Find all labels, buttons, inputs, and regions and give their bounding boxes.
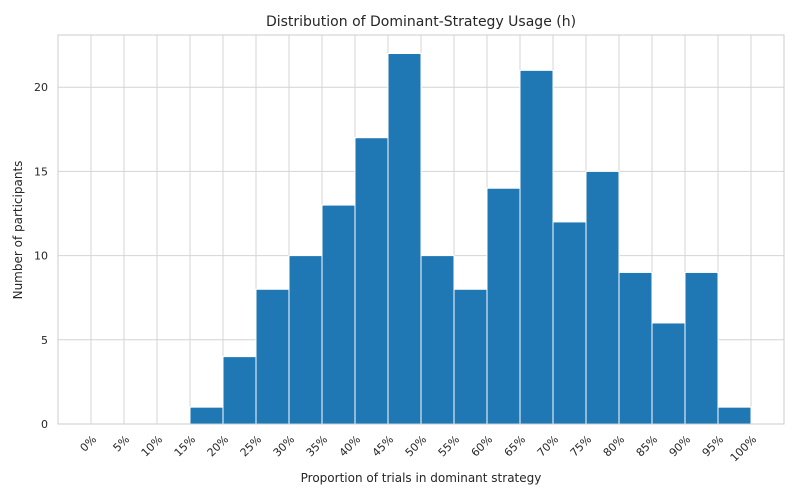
histogram-bar — [552, 221, 587, 425]
histogram-bar — [288, 255, 323, 425]
x-tick-label: 0% — [78, 433, 100, 455]
y-tick-label: 5 — [41, 334, 48, 347]
y-tick-label: 20 — [34, 81, 48, 94]
x-tick-label: 90% — [667, 433, 693, 459]
histogram-bar — [618, 271, 653, 425]
x-tick-label: 35% — [304, 433, 330, 459]
chart-title: Distribution of Dominant-Strategy Usage … — [266, 14, 576, 30]
x-tick-label: 65% — [502, 433, 528, 459]
histogram-bar — [717, 406, 752, 425]
x-tick-labels: 0% 5% 10% 15% 20% 25% 30% 35% 40% 45% 50% 55% 60% 65%… — [78, 433, 760, 464]
histogram-bar — [420, 255, 455, 425]
x-tick-label: 55% — [436, 433, 462, 459]
x-axis-label: Proportion of trials in dominant strateg… — [301, 471, 542, 485]
x-tick-label: 5% — [111, 433, 133, 455]
x-tick-label: 85% — [634, 433, 660, 459]
histogram-bar — [387, 53, 422, 425]
y-tick-label: 0 — [41, 418, 48, 431]
plot-frame — [57, 34, 785, 425]
x-tick-label: 75% — [568, 433, 594, 459]
x-tick-label: 50% — [403, 433, 429, 459]
x-tick-label: 25% — [238, 433, 264, 459]
x-tick-label: 30% — [271, 433, 297, 459]
histogram-bar — [519, 69, 554, 425]
histogram-bar — [189, 406, 224, 425]
histogram-bar — [651, 322, 686, 425]
histogram-bar — [321, 204, 356, 425]
y-tick-labels: 0 5 10 15 20 — [34, 81, 48, 431]
x-tick-label: 100% — [728, 433, 759, 464]
x-tick-label: 70% — [535, 433, 561, 459]
x-tick-label: 15% — [172, 433, 198, 459]
x-tick-label: 45% — [370, 433, 396, 459]
y-tick-label: 15 — [34, 165, 48, 178]
x-tick-label: 95% — [700, 433, 726, 459]
histogram-bar — [585, 170, 620, 425]
y-axis-label: Number of participants — [11, 161, 25, 300]
x-tick-label: 60% — [469, 433, 495, 459]
bars-layer — [189, 53, 752, 425]
x-tick-label: 20% — [205, 433, 231, 459]
y-tick-label: 10 — [34, 250, 48, 263]
histogram-bar — [486, 187, 521, 425]
x-tick-label: 80% — [601, 433, 627, 459]
histogram-bar — [684, 271, 719, 425]
x-tick-label: 10% — [139, 433, 165, 459]
histogram-bar — [222, 356, 257, 425]
histogram-bar — [354, 137, 389, 425]
histogram-bar — [453, 288, 488, 425]
histogram-bar — [255, 288, 290, 425]
x-tick-label: 40% — [337, 433, 363, 459]
